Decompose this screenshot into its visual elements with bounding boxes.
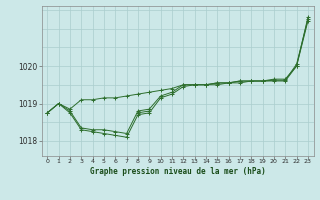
X-axis label: Graphe pression niveau de la mer (hPa): Graphe pression niveau de la mer (hPa) <box>90 167 266 176</box>
